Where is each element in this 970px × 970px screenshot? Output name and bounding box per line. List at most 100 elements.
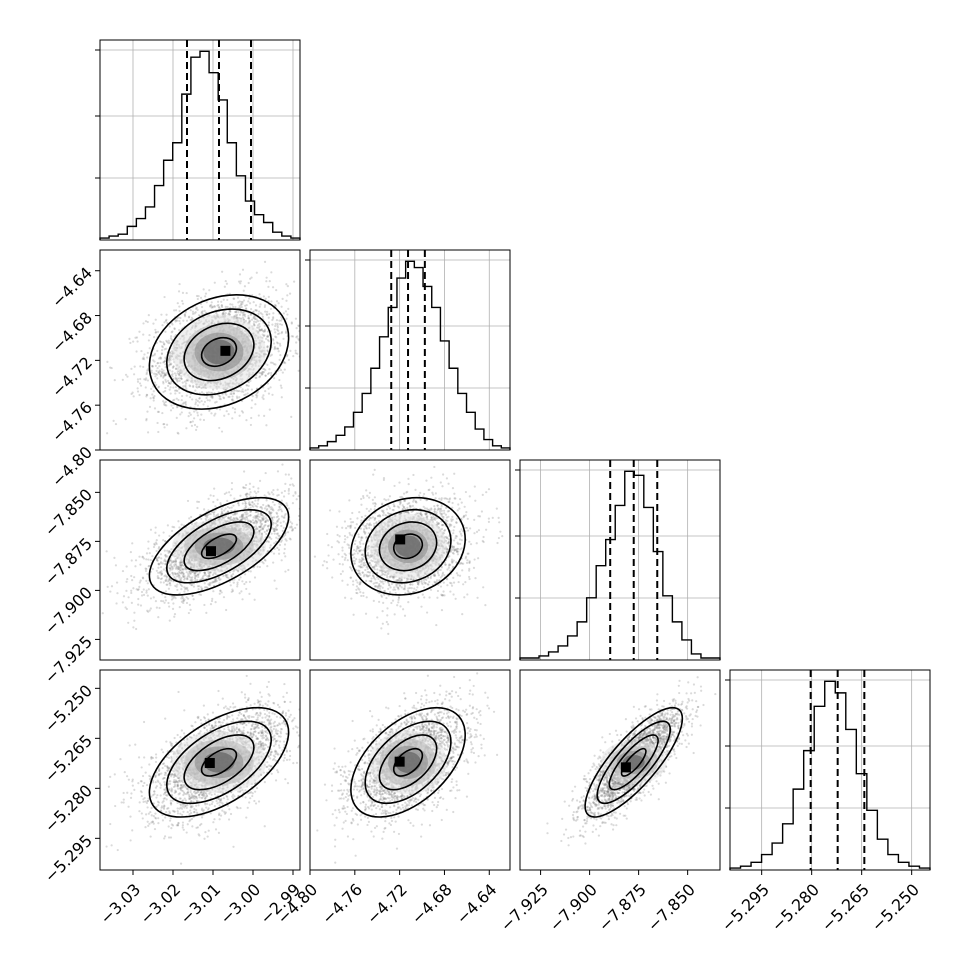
sample-point	[231, 572, 235, 576]
sample-point	[266, 550, 270, 553]
sample-point	[163, 601, 166, 604]
sample-point	[229, 392, 232, 396]
sample-point	[267, 295, 270, 298]
sample-point	[114, 422, 118, 426]
sample-point	[255, 514, 258, 518]
sample-point	[164, 540, 167, 543]
sample-point	[148, 609, 151, 612]
sample-point	[136, 390, 140, 393]
sample-point	[198, 401, 201, 404]
sample-point	[171, 366, 175, 369]
sample-point	[280, 386, 283, 389]
sample-point	[169, 357, 172, 360]
sample-point	[233, 411, 237, 414]
sample-point	[121, 378, 124, 381]
sample-point	[256, 514, 259, 517]
sample-point	[213, 281, 216, 284]
sample-point	[176, 380, 179, 383]
sample-point	[243, 470, 246, 473]
sample-point	[223, 414, 226, 417]
sample-point	[171, 525, 174, 529]
sample-point	[265, 313, 269, 316]
sample-point	[233, 297, 236, 300]
sample-point	[200, 588, 203, 591]
sample-point	[258, 293, 261, 296]
sample-point	[232, 305, 235, 309]
sample-point	[203, 400, 207, 403]
sample-point	[266, 519, 270, 522]
sample-point	[259, 312, 262, 315]
sample-point	[174, 563, 178, 567]
sample-point	[170, 548, 173, 551]
sample-point	[259, 513, 262, 516]
sample-point	[133, 365, 136, 368]
sample-point	[169, 567, 172, 570]
sample-point	[164, 404, 167, 407]
sample-point	[282, 312, 285, 315]
sample-point	[190, 515, 193, 519]
sample-point	[146, 379, 150, 382]
sample-point	[276, 520, 279, 523]
sample-point	[221, 312, 224, 316]
sample-point	[241, 513, 244, 516]
sample-point	[176, 588, 179, 592]
sample-point	[133, 611, 136, 614]
sample-point	[272, 527, 275, 531]
sample-point	[190, 319, 193, 322]
sample-point	[243, 507, 246, 510]
sample-point	[195, 385, 198, 388]
sample-point	[307, 534, 309, 536]
sample-point	[185, 319, 189, 322]
sample-point	[164, 599, 167, 602]
sample-point	[275, 532, 279, 535]
sample-point	[178, 575, 181, 578]
sample-point	[295, 327, 298, 330]
sample-point	[261, 517, 264, 521]
sample-point	[244, 486, 247, 490]
sample-point	[188, 315, 191, 318]
sample-point	[166, 524, 169, 527]
sample-point	[245, 495, 248, 498]
sample-point	[112, 419, 115, 423]
sample-point	[166, 555, 169, 558]
sample-point	[277, 509, 280, 512]
sample-point	[271, 501, 275, 504]
sample-point	[154, 331, 158, 334]
sample-point	[257, 310, 261, 313]
sample-point	[247, 502, 250, 505]
sample-point	[158, 372, 161, 376]
sample-point	[283, 489, 286, 493]
sample-point	[193, 312, 196, 315]
sample-point	[238, 414, 241, 417]
sample-point	[187, 597, 190, 600]
sample-point	[130, 589, 133, 592]
sample-point	[267, 285, 270, 288]
sample-point	[267, 316, 270, 319]
sample-point	[170, 595, 174, 598]
sample-point	[253, 324, 256, 327]
sample-point	[260, 329, 263, 332]
sample-point	[258, 479, 262, 482]
sample-point	[158, 534, 161, 537]
sample-point	[172, 399, 175, 402]
sample-point	[215, 400, 218, 403]
sample-point	[225, 575, 228, 578]
sample-point	[239, 280, 243, 283]
sample-point	[116, 592, 119, 595]
sample-point	[173, 563, 176, 566]
sample-point	[167, 379, 170, 382]
sample-point	[130, 574, 133, 578]
sample-point	[141, 577, 145, 580]
sample-point	[198, 397, 201, 400]
sample-point	[167, 551, 170, 554]
sample-point	[275, 347, 278, 350]
sample-point	[214, 577, 218, 581]
sample-point	[133, 373, 136, 376]
sample-point	[240, 518, 243, 522]
sample-point	[164, 596, 167, 599]
sample-point	[126, 375, 129, 378]
sample-point	[219, 578, 222, 581]
sample-point	[254, 525, 257, 528]
sample-point	[115, 602, 118, 605]
